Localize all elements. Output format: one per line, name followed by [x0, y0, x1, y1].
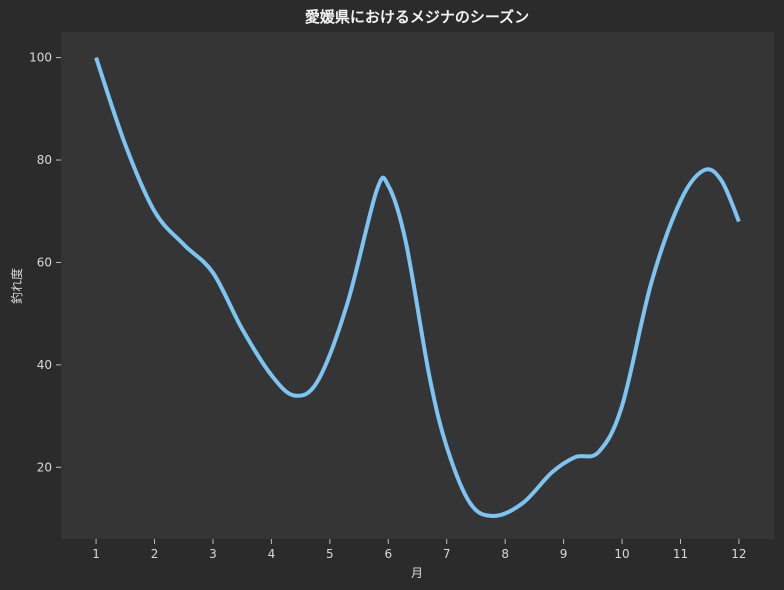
y-tick-label: 20: [37, 460, 52, 474]
x-tick-label: 2: [151, 547, 159, 561]
series-line: [94, 56, 741, 518]
y-axis-ticks: 20 40 60 80 100: [29, 51, 61, 474]
x-tick-label: 9: [560, 547, 568, 561]
y-tick-label: 40: [37, 358, 52, 372]
y-tick-label: 60: [37, 255, 52, 269]
y-tick-label: 80: [37, 153, 52, 167]
x-tick-label: 12: [731, 547, 746, 561]
x-tick-label: 5: [326, 547, 334, 561]
plot-area: [61, 32, 774, 539]
x-tick-label: 4: [268, 547, 276, 561]
x-axis-label: 月: [411, 566, 423, 580]
x-tick-label: 3: [209, 547, 217, 561]
x-tick-label: 11: [673, 547, 688, 561]
x-tick-label: 6: [384, 547, 392, 561]
y-tick-label: 100: [29, 51, 52, 65]
x-tick-label: 8: [501, 547, 509, 561]
x-tick-label: 1: [92, 547, 100, 561]
series-layer: [94, 56, 741, 518]
y-axis-label: 釣れ度: [9, 268, 24, 304]
x-tick-label: 10: [614, 547, 629, 561]
x-tick-label: 7: [443, 547, 451, 561]
x-axis-ticks: 1 2 3 4 5 6 7 8 9 10 11 12: [92, 539, 747, 561]
chart-title: 愛媛県におけるメジナのシーズン: [305, 8, 529, 26]
